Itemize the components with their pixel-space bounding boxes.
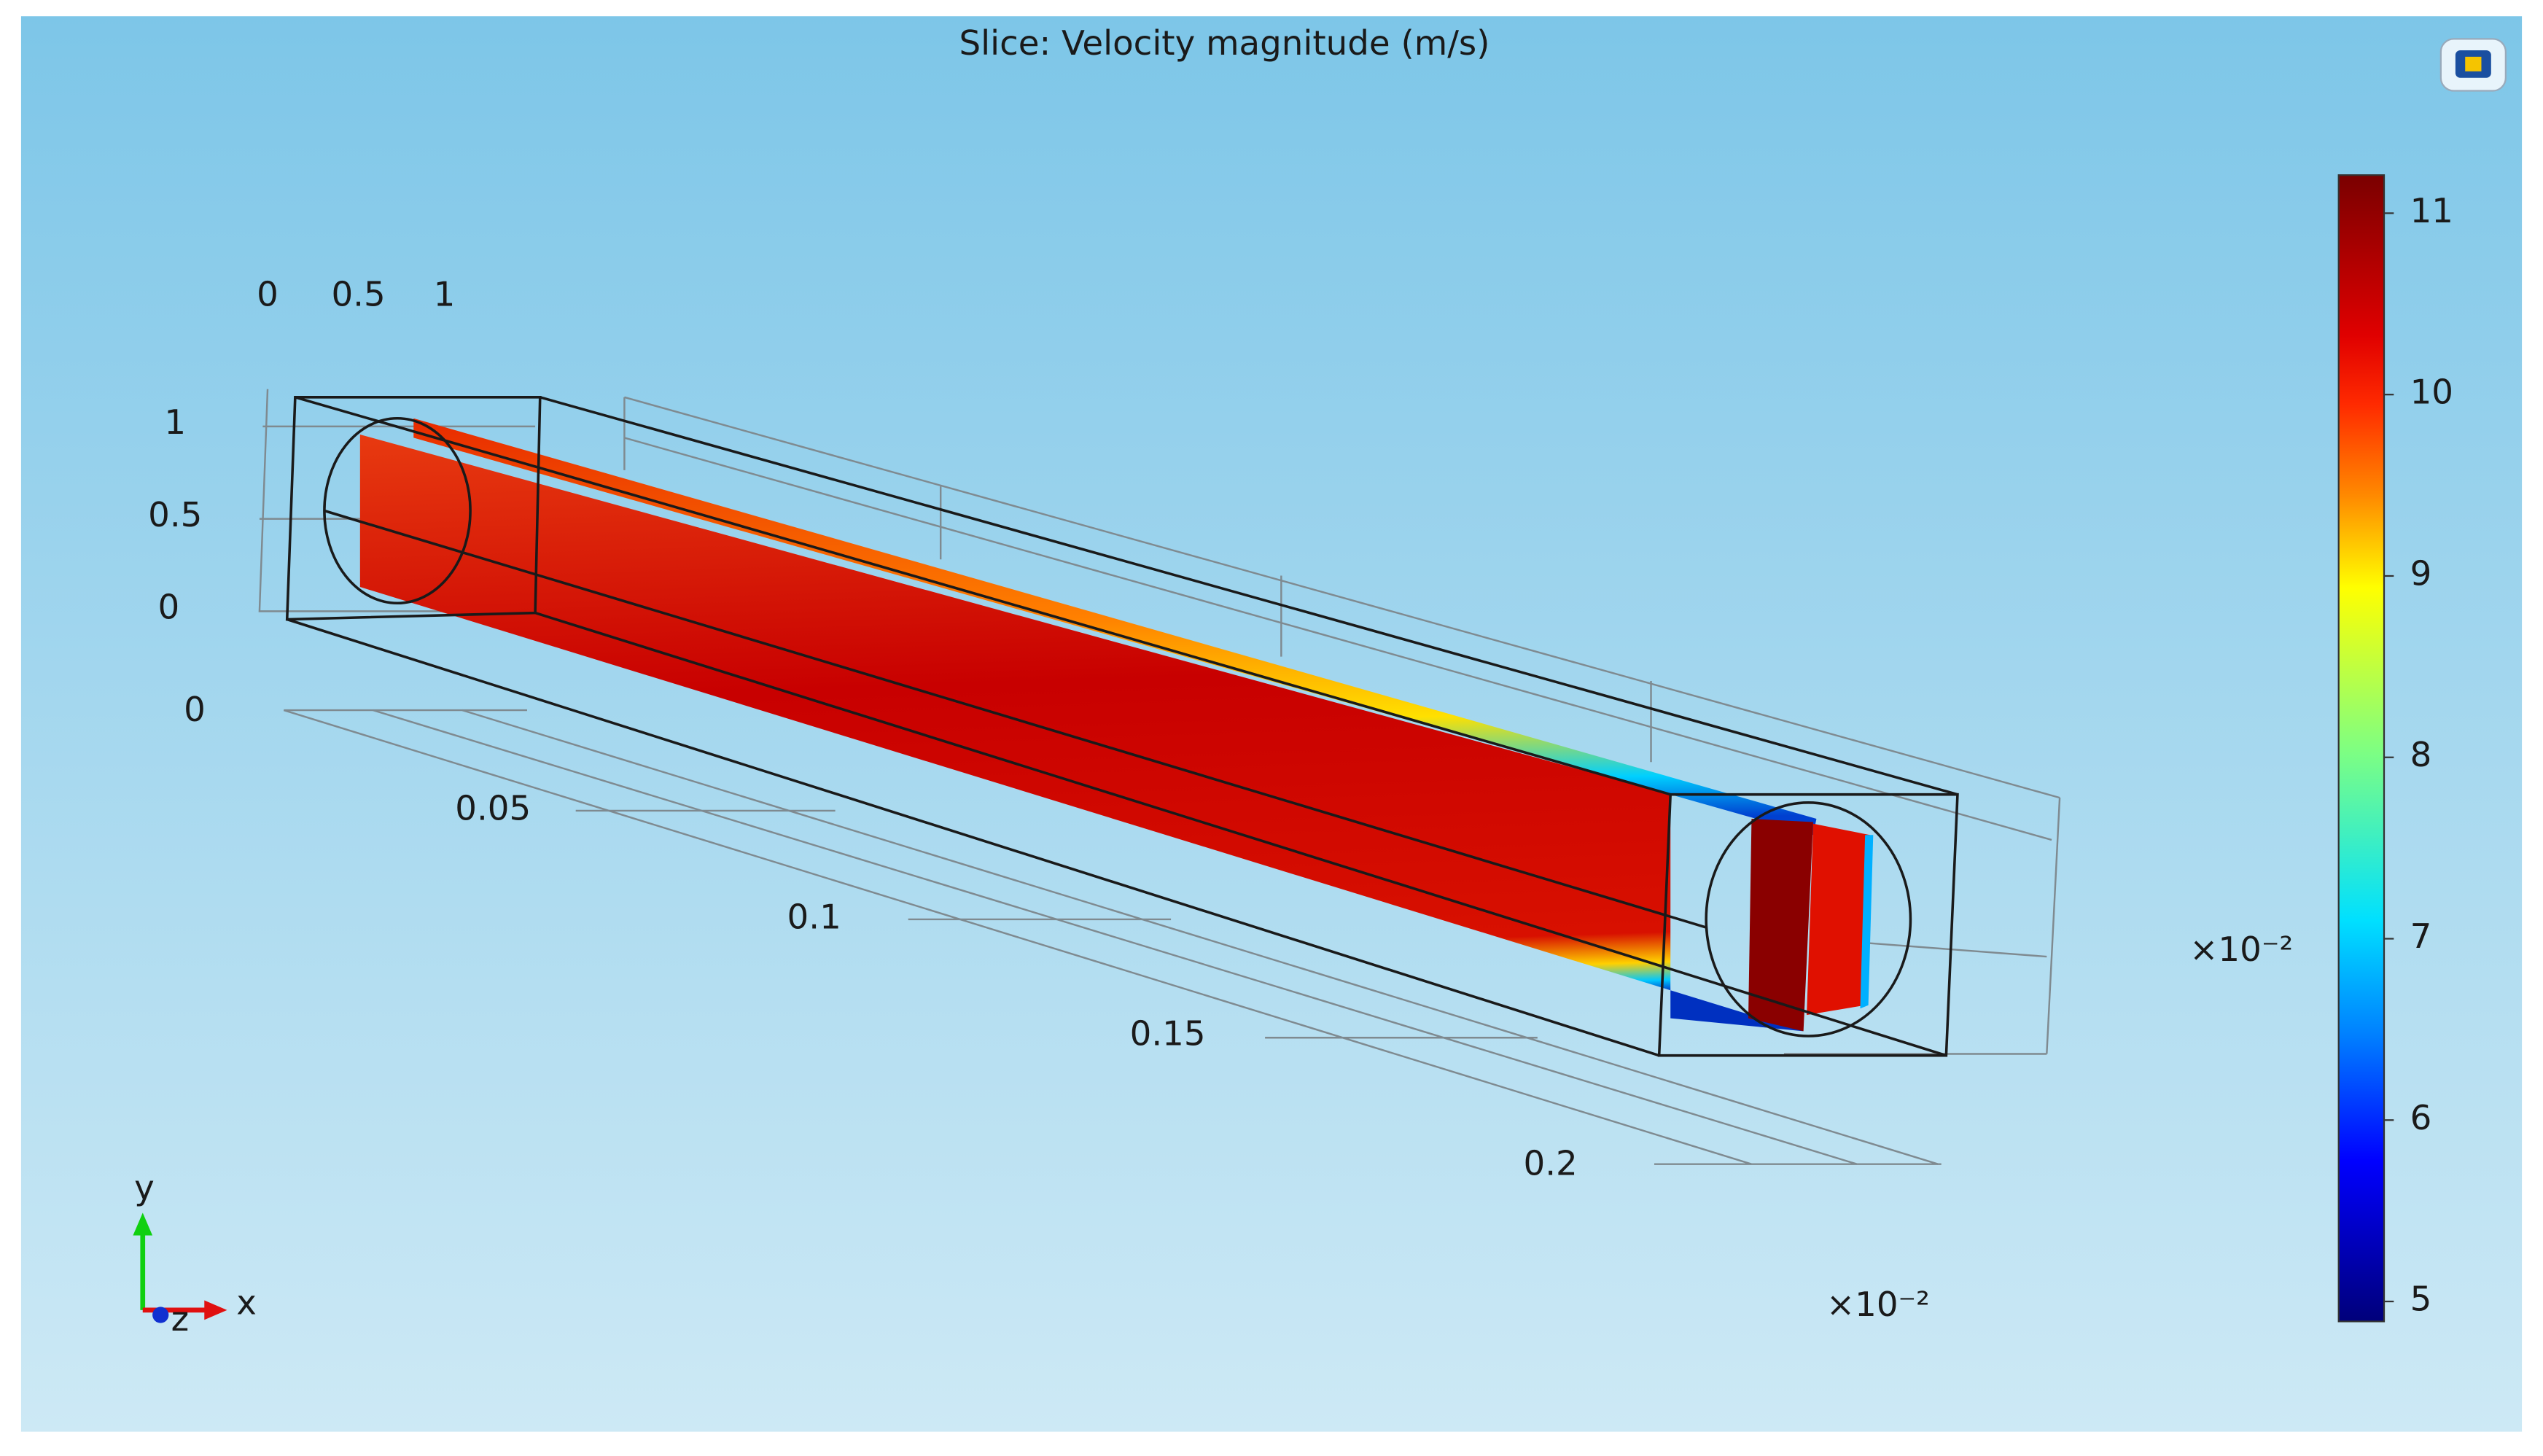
triad-label: y	[134, 1169, 155, 1208]
plot-title: Slice: Velocity magnitude (m/s)	[959, 24, 1489, 63]
axis-tick-label: 0	[157, 588, 179, 628]
axis-tick-label: 1	[434, 275, 456, 314]
triad	[133, 1212, 227, 1323]
colorbar-tick-label: 11	[2410, 192, 2453, 231]
slices	[359, 418, 1874, 1032]
axis-tick-label: 0.05	[455, 789, 531, 828]
axis-multiplier: ×10⁻²	[1826, 1285, 1930, 1325]
axis-tick-label: 0	[257, 275, 279, 314]
colorbar-tick-label: 8	[2410, 736, 2432, 775]
colorbar-scale	[2337, 174, 2386, 1323]
colorbar-tick-label: 7	[2410, 917, 2432, 957]
view-icon[interactable]	[2439, 38, 2507, 92]
colorbar-tick-label: 9	[2410, 554, 2432, 593]
axis-tick-label: 0.2	[1523, 1144, 1577, 1183]
geometry-edges	[285, 396, 1959, 1057]
colorbar-tick-label: 10	[2410, 373, 2453, 413]
colorbar-tick-label: 5	[2410, 1280, 2432, 1320]
axis-tick-label: 0.5	[331, 275, 385, 314]
axis-tick-label: 1	[164, 403, 186, 443]
colorbar: 5 6 7 8 9 10 11	[2337, 174, 2453, 1323]
colorbar-multiplier: ×10⁻²	[2189, 930, 2293, 970]
axis-tick-label: 0.15	[1130, 1015, 1206, 1054]
axis-tick-label: 0.1	[787, 898, 841, 937]
axis-tick-label: 0.5	[148, 496, 202, 535]
triad-label: z	[171, 1300, 190, 1339]
axis-tick-label: 0	[184, 690, 206, 730]
colorbar-tick-label: 6	[2410, 1099, 2432, 1138]
triad-label: x	[236, 1284, 257, 1323]
